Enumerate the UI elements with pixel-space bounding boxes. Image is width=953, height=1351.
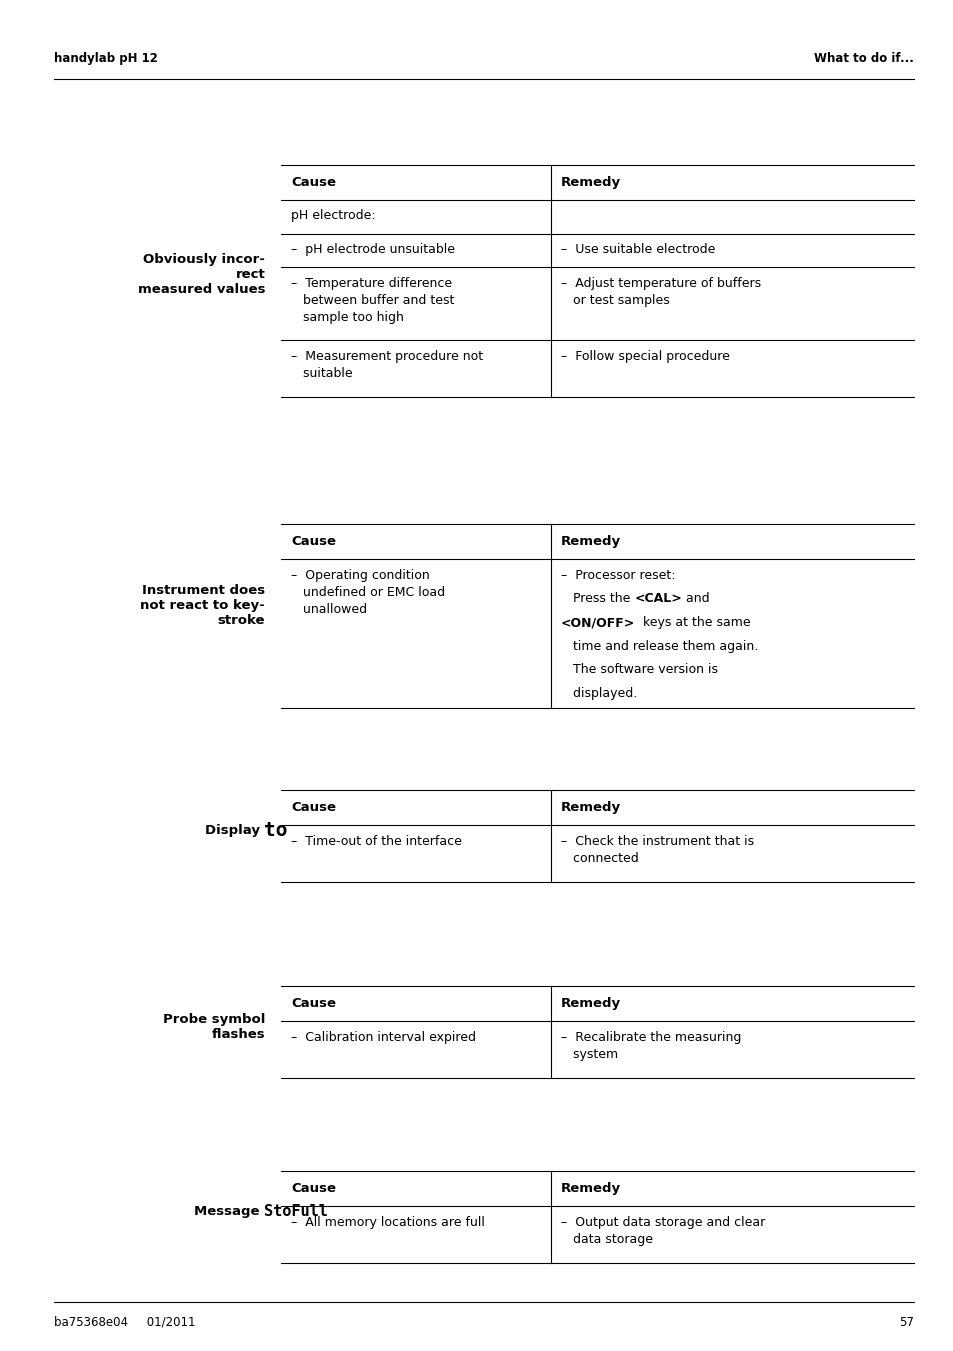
- Text: The software version is: The software version is: [560, 663, 718, 677]
- Text: Remedy: Remedy: [560, 801, 620, 815]
- Text: –  Calibration interval expired: – Calibration interval expired: [291, 1031, 476, 1044]
- Text: –  Measurement procedure not
   suitable: – Measurement procedure not suitable: [291, 350, 482, 380]
- Text: –  Time-out of the interface: – Time-out of the interface: [291, 835, 461, 848]
- Text: and: and: [681, 592, 709, 605]
- Text: Press the: Press the: [560, 592, 634, 605]
- Text: Instrument does
not react to key-
stroke: Instrument does not react to key- stroke: [140, 584, 265, 627]
- Text: Remedy: Remedy: [560, 1182, 620, 1196]
- Text: pH electrode:: pH electrode:: [291, 209, 375, 223]
- Text: –  Use suitable electrode: – Use suitable electrode: [560, 243, 715, 257]
- Text: Cause: Cause: [291, 535, 335, 549]
- Text: StoFull: StoFull: [264, 1204, 328, 1220]
- Text: –  Follow special procedure: – Follow special procedure: [560, 350, 729, 363]
- Text: <CAL>: <CAL>: [634, 592, 681, 605]
- Text: Message: Message: [193, 1205, 264, 1219]
- Text: Cause: Cause: [291, 801, 335, 815]
- Text: 57: 57: [898, 1316, 913, 1329]
- Text: keys at the same: keys at the same: [635, 616, 750, 630]
- Text: –  pH electrode unsuitable: – pH electrode unsuitable: [291, 243, 455, 257]
- Text: –  Temperature difference
   between buffer and test
   sample too high: – Temperature difference between buffer …: [291, 277, 454, 324]
- Text: Obviously incor-
rect
measured values: Obviously incor- rect measured values: [137, 253, 265, 296]
- Text: Remedy: Remedy: [560, 176, 620, 189]
- Text: Cause: Cause: [291, 176, 335, 189]
- Text: to: to: [264, 821, 288, 840]
- Text: –  Adjust temperature of buffers
   or test samples: – Adjust temperature of buffers or test …: [560, 277, 760, 307]
- Text: What to do if...: What to do if...: [813, 51, 913, 65]
- Text: Display: Display: [204, 824, 264, 838]
- Text: –  Check the instrument that is
   connected: – Check the instrument that is connected: [560, 835, 753, 865]
- Text: –  Output data storage and clear
   data storage: – Output data storage and clear data sto…: [560, 1216, 764, 1246]
- Text: –  Recalibrate the measuring
   system: – Recalibrate the measuring system: [560, 1031, 740, 1061]
- Text: <ON/OFF>: <ON/OFF>: [560, 616, 635, 630]
- Text: handylab pH 12: handylab pH 12: [54, 51, 158, 65]
- Text: Probe symbol
flashes: Probe symbol flashes: [163, 1013, 265, 1040]
- Text: Cause: Cause: [291, 1182, 335, 1196]
- Text: time and release them again.: time and release them again.: [560, 639, 758, 653]
- Text: –  Processor reset:: – Processor reset:: [560, 569, 675, 582]
- Text: Remedy: Remedy: [560, 535, 620, 549]
- Text: Cause: Cause: [291, 997, 335, 1011]
- Text: –  Operating condition
   undefined or EMC load
   unallowed: – Operating condition undefined or EMC l…: [291, 569, 445, 616]
- Text: ba75368e04     01/2011: ba75368e04 01/2011: [54, 1316, 195, 1329]
- Text: Remedy: Remedy: [560, 997, 620, 1011]
- Text: displayed.: displayed.: [560, 686, 637, 700]
- Text: –  All memory locations are full: – All memory locations are full: [291, 1216, 484, 1229]
